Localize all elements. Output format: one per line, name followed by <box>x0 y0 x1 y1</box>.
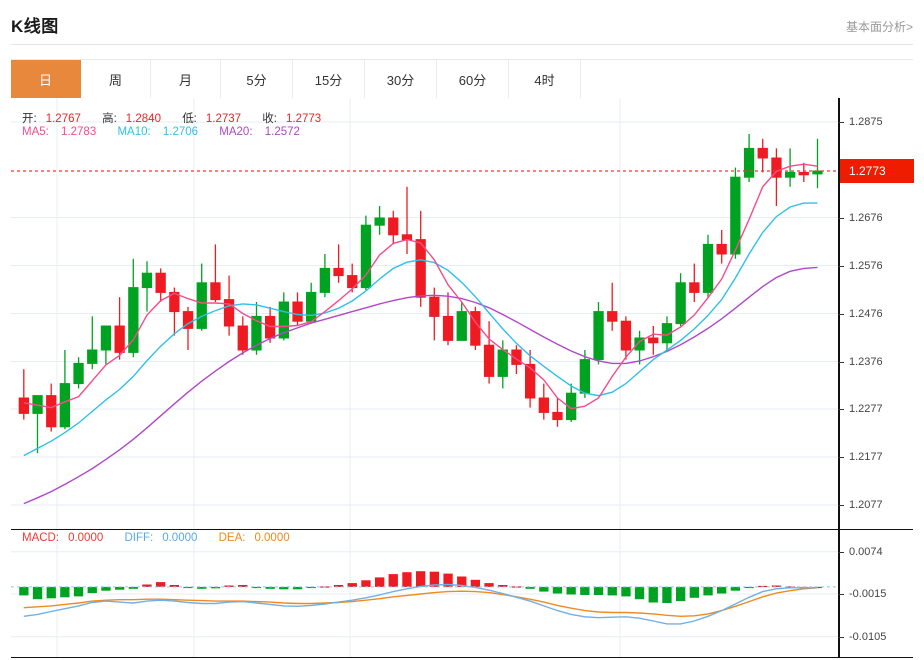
y-axis-spine <box>838 98 840 658</box>
macd-axis-tick-label: -0.0015 <box>849 588 887 600</box>
price-chart-panel[interactable] <box>11 98 913 530</box>
tab-15分[interactable]: 15分 <box>293 60 365 98</box>
macd-axis-tick <box>838 636 844 638</box>
tabbar-filler <box>581 60 913 98</box>
tab-4时[interactable]: 4时 <box>509 60 581 98</box>
tab-30分[interactable]: 30分 <box>365 60 437 98</box>
tab-60分[interactable]: 60分 <box>437 60 509 98</box>
price-axis-tick-label: 1.2676 <box>849 211 883 224</box>
header-divider <box>11 44 913 45</box>
macd-axis-tick-label: 0.0074 <box>849 545 883 558</box>
price-axis-tick-label: 1.2177 <box>849 451 883 464</box>
macd-chart-svg <box>11 530 838 657</box>
tab-周[interactable]: 周 <box>81 60 151 98</box>
macd-axis-tick <box>838 551 844 553</box>
macd-axis-tick <box>838 594 844 595</box>
page-title: K线图 <box>11 17 59 36</box>
tab-5分[interactable]: 5分 <box>221 60 293 98</box>
price-axis-tick-label: 1.2476 <box>849 307 883 320</box>
tab-月[interactable]: 月 <box>151 60 221 98</box>
macd-chart-panel[interactable] <box>11 530 913 658</box>
price-axis-tick-label: 1.2576 <box>849 259 883 272</box>
price-axis-tick <box>838 265 844 267</box>
page-header: K线图 基本面分析> <box>0 0 924 44</box>
price-axis-tick-label: 1.2875 <box>849 116 883 128</box>
price-axis-tick-label: 1.2077 <box>849 499 883 512</box>
price-axis-tick <box>838 505 844 507</box>
tab-日[interactable]: 日 <box>11 60 81 98</box>
price-axis-tick-label: 1.2376 <box>849 355 883 368</box>
price-chart-svg <box>11 98 838 529</box>
price-axis-tick <box>838 122 844 123</box>
price-axis-tick <box>838 217 844 219</box>
price-axis-tick <box>838 457 844 459</box>
price-axis-tick-label: 1.2277 <box>849 403 883 416</box>
price-axis-tick <box>838 361 844 363</box>
fundamental-analysis-link[interactable]: 基本面分析> <box>845 20 913 34</box>
price-axis-tick <box>838 313 844 315</box>
price-axis-tick <box>838 409 844 411</box>
macd-axis-tick-label: -0.0105 <box>849 630 887 643</box>
current-price-badge: 1.2773 <box>840 158 914 183</box>
period-tabbar: 日周月 5分 15分 30分 60分 4时 <box>11 59 913 98</box>
